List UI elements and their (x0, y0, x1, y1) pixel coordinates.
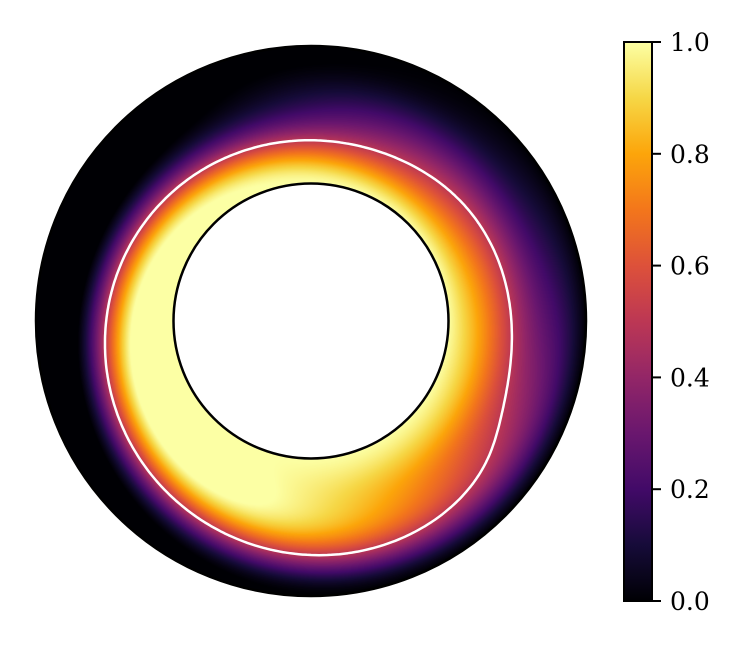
colorbar-tick-label: 1.0 (670, 28, 710, 57)
colorbar-tick-label: 0.0 (670, 587, 710, 616)
colorbar-tick-label: 0.8 (670, 140, 710, 169)
outer-boundary (34, 44, 588, 598)
colorbar-tick-label: 0.6 (670, 252, 710, 281)
inner-boundary (172, 182, 450, 460)
colorbar-tick-label: 0.2 (670, 475, 710, 504)
contour-lines (103, 139, 514, 557)
colorbar-tick-label: 0.4 (670, 363, 710, 392)
colorbar-ticks: 0.0 0.2 0.4 0.6 0.8 1.0 (652, 28, 710, 616)
contour-line (103, 139, 514, 557)
annulus-plot (34, 44, 588, 598)
colorbar-bar (623, 41, 653, 602)
colorbar: 0.0 0.2 0.4 0.6 0.8 1.0 (623, 28, 710, 616)
